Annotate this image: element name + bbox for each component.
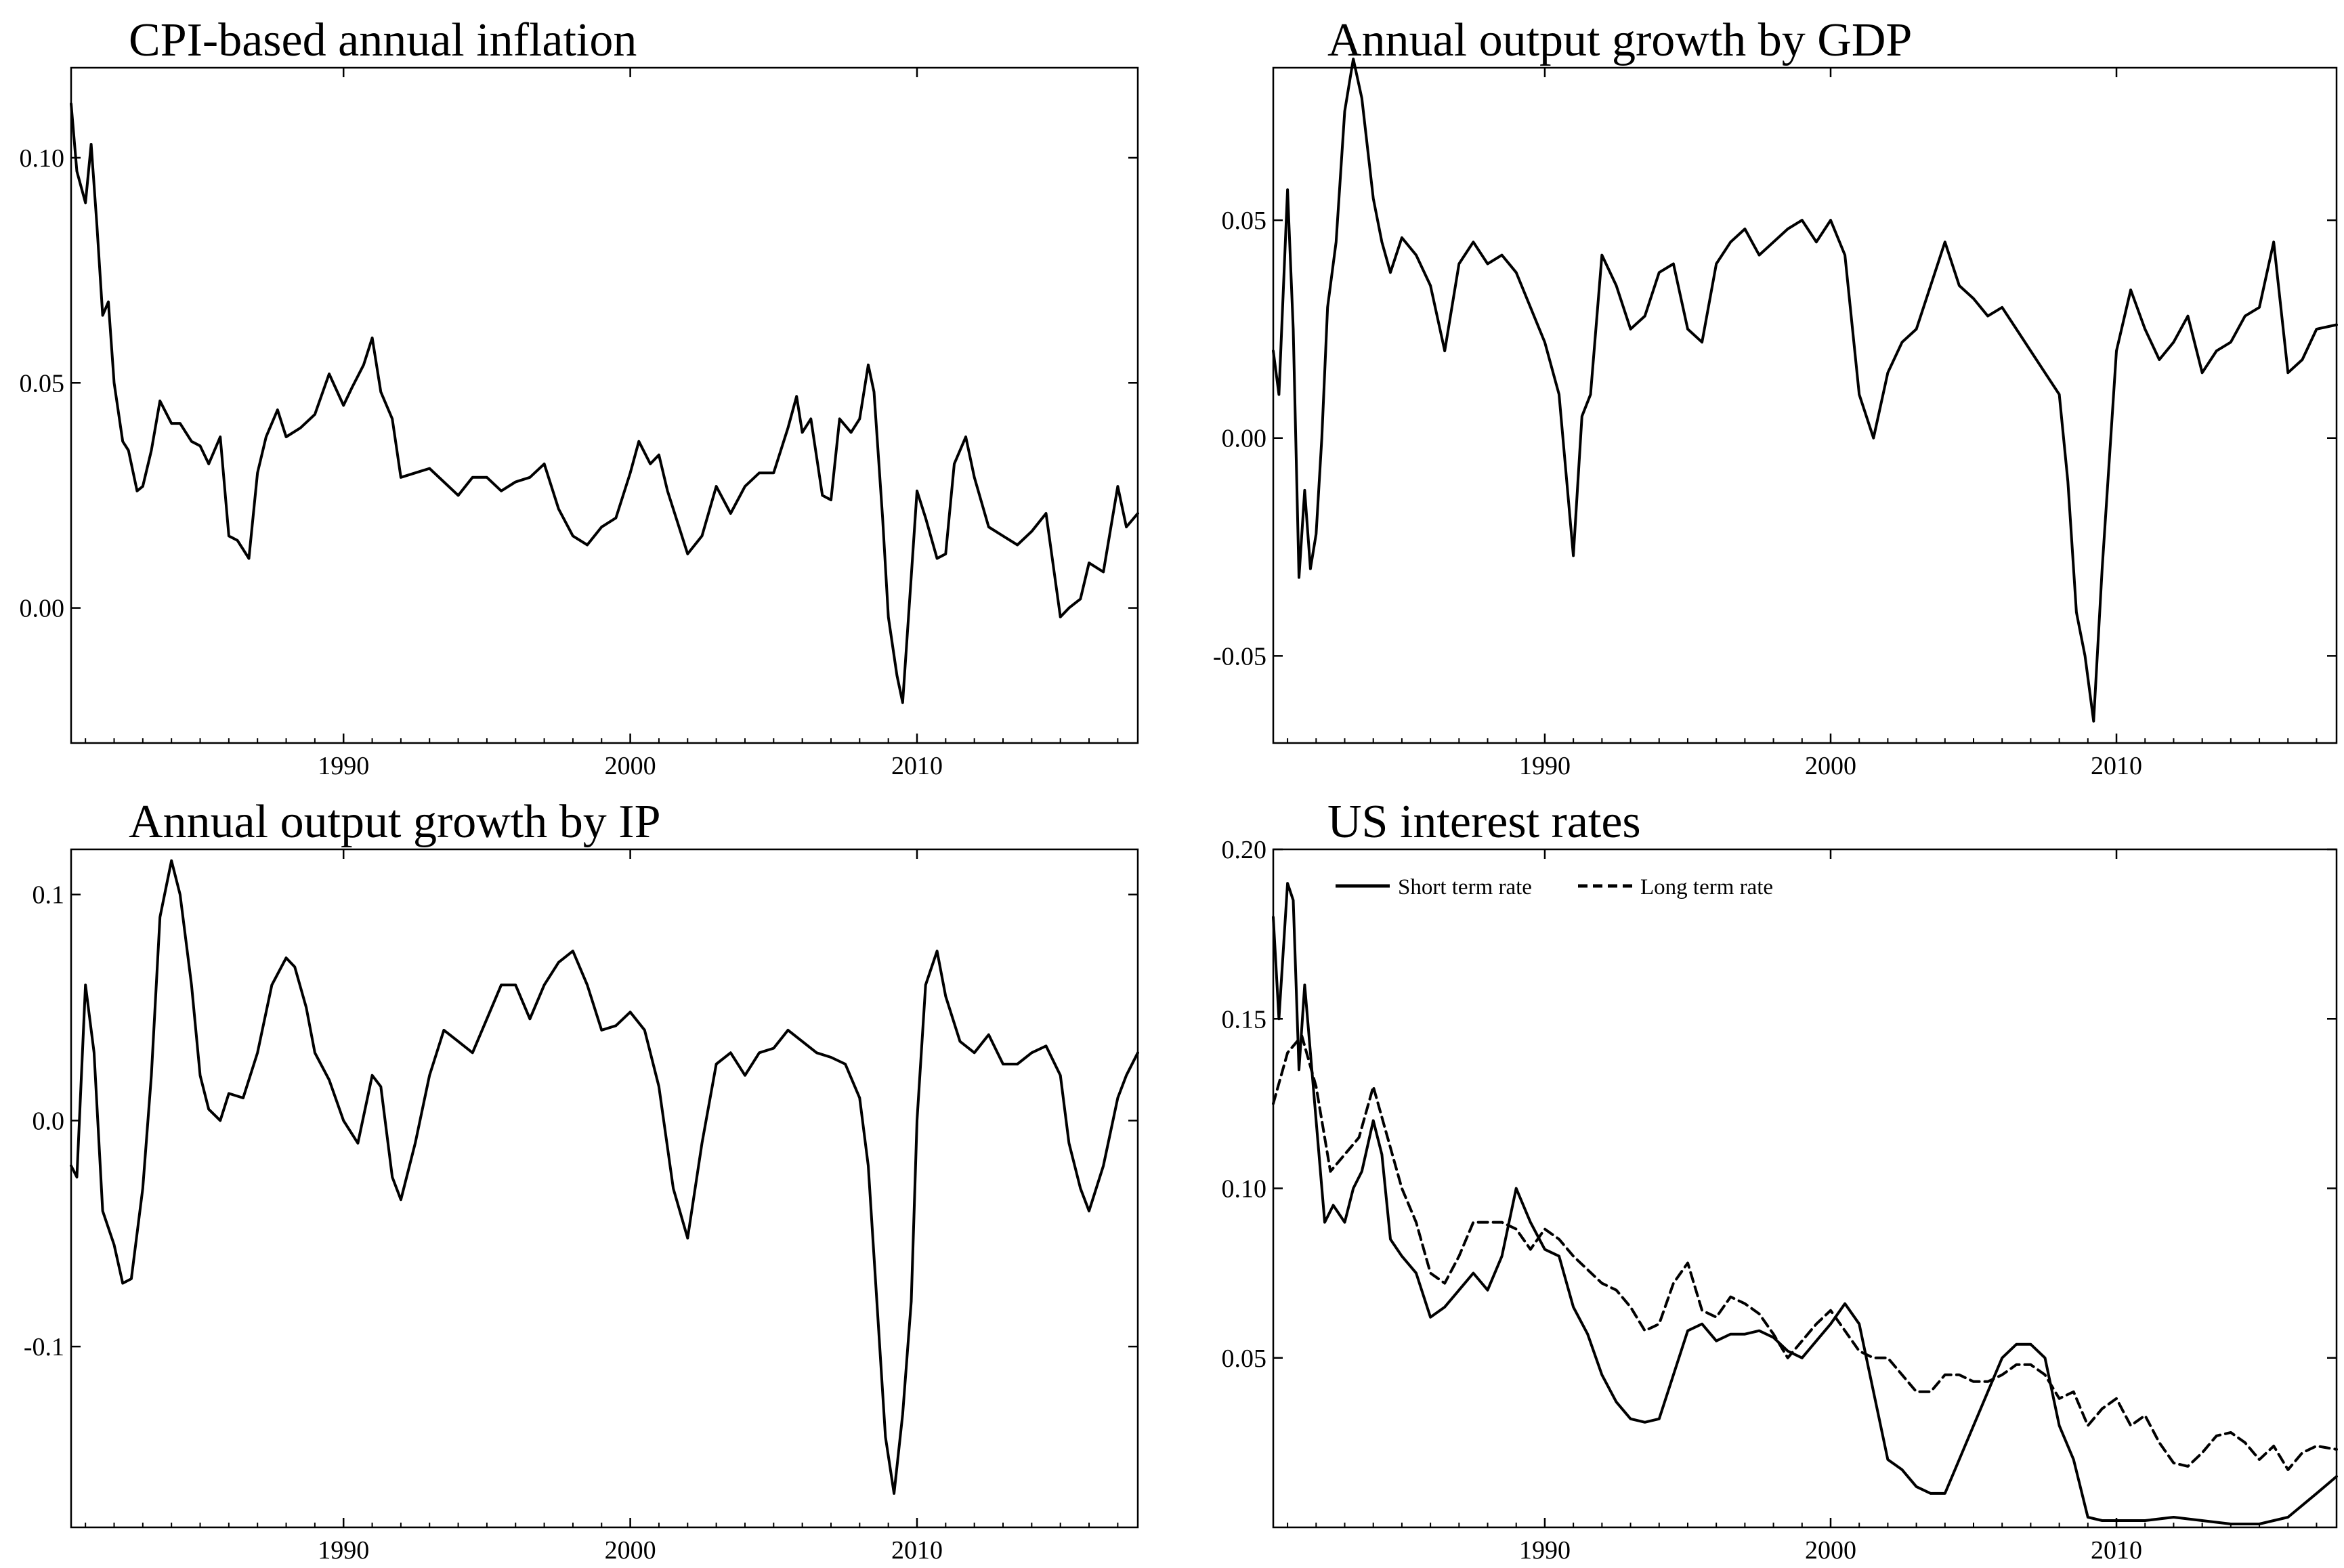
panel-cpi-inflation: CPI-based annual inflation 1990 2000 2010 0… [20,14,1139,780]
y-tick-label-ip-2: 0.1 [33,881,65,910]
panel-interest-rates: US interest rates Short term rate Long t… [1222,796,2338,1565]
y-tick-label-ip-0: -0.1 [24,1333,64,1361]
plot-frame-gdp [1272,66,2338,744]
y-tick-label-rates-0: 0.05 [1222,1344,1267,1373]
x-tick-label-rates-2: 2010 [2091,1536,2142,1565]
y-tick-label-rates-2: 0.15 [1222,1005,1267,1034]
series-line-rates-short-term-rate [1272,882,2338,1525]
x-tick-label-cpi-1: 2000 [605,752,656,780]
x-tick-label-ip-2: 2010 [891,1536,943,1565]
series-line-gdp-gdp-growth [1272,58,2338,723]
x-tick-label-gdp-2: 2010 [2091,752,2142,780]
x-tick-label-cpi-2: 2010 [891,752,943,780]
legend: Short term rate Long term rate [1336,875,1773,899]
series-line-rates-long-term-rate [1272,1034,2338,1471]
y-tick-label-rates-3: 0.20 [1222,836,1267,864]
y-tick-label-cpi-0: 0.00 [20,595,65,623]
x-tick-label-rates-1: 2000 [1805,1536,1856,1565]
series-line-ip-ip-growth [70,859,1139,1495]
y-tick-label-rates-1: 0.10 [1222,1175,1267,1204]
x-tick-label-gdp-0: 1990 [1519,752,1571,780]
panel-ip-growth: Annual output growth by IP 1990 2000 2010 -… [24,796,1139,1565]
panel-gdp-growth: Annual output growth by GDP 1990 2000 2010… [1213,14,2338,780]
y-tick-label-cpi-1: 0.05 [20,369,65,398]
x-tick-label-gdp-1: 2000 [1805,752,1856,780]
x-tick-label-ip-1: 2000 [605,1536,656,1565]
legend-label-short-term-rate: Short term rate [1398,875,1532,899]
series-line-cpi-cpi-inflation [70,102,1139,704]
y-tick-label-ip-1: 0.0 [33,1107,65,1135]
y-tick-label-gdp-2: 0.05 [1222,207,1267,235]
y-tick-label-gdp-1: 0.00 [1222,425,1267,453]
x-tick-label-ip-0: 1990 [318,1536,369,1565]
title-ip-growth: Annual output growth by IP [129,796,661,848]
x-tick-label-rates-0: 1990 [1519,1536,1571,1565]
x-tick-label-cpi-0: 1990 [318,752,369,780]
title-cpi-inflation: CPI-based annual inflation [129,14,637,66]
legend-label-long-term-rate: Long term rate [1640,875,1773,899]
plot-frame-cpi [70,66,1139,744]
title-gdp-growth: Annual output growth by GDP [1327,14,1912,66]
y-tick-label-gdp-0: -0.05 [1213,642,1266,671]
title-interest-rates: US interest rates [1327,796,1641,848]
y-tick-label-cpi-2: 0.10 [20,144,65,173]
plot-frame-ip [70,848,1139,1529]
